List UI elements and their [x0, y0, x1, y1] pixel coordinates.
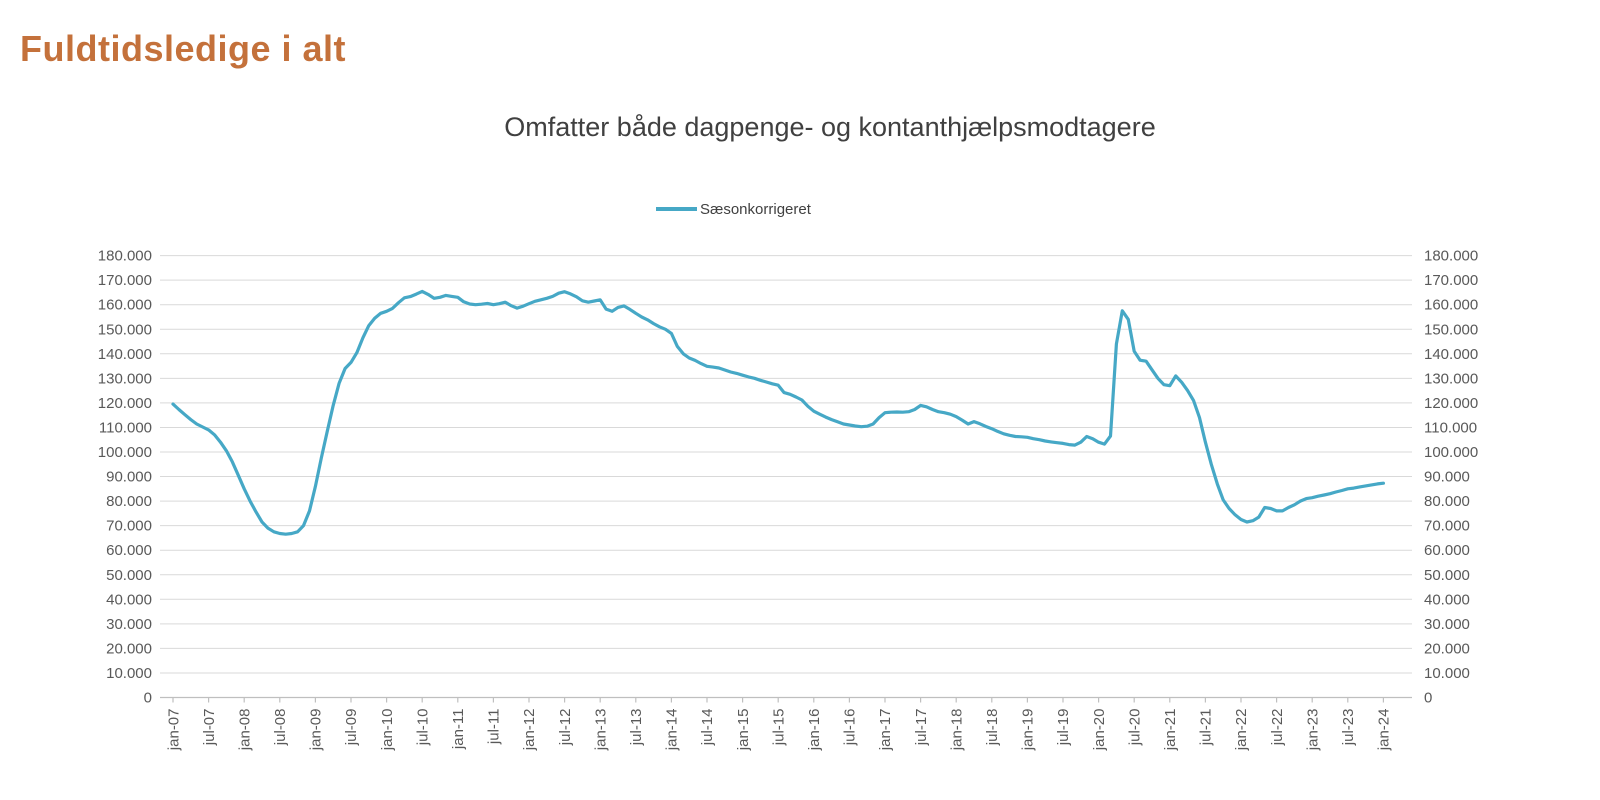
y-axis-tick-label-left: 30.000 [106, 616, 152, 633]
y-axis-tick-label-left: 0 [144, 690, 152, 707]
x-axis-tick-label: jul-16 [842, 709, 859, 747]
x-axis-tick-label: jul-23 [1340, 709, 1357, 747]
x-axis-tick-label: jan-08 [236, 709, 253, 752]
legend-line-swatch [656, 207, 697, 211]
y-axis-tick-label-left: 150.000 [98, 321, 152, 338]
y-axis-tick-label-right: 120.000 [1424, 395, 1478, 412]
x-axis-tick-label: jul-21 [1198, 709, 1215, 747]
x-axis-tick-label: jan-11 [450, 709, 467, 751]
y-axis-tick-label-left: 80.000 [106, 493, 152, 510]
y-axis-tick-label-left: 50.000 [106, 567, 152, 584]
x-axis-tick-label: jul-09 [343, 709, 360, 747]
y-axis-tick-label-left: 110.000 [99, 419, 152, 436]
y-axis-tick-label-left: 70.000 [106, 518, 152, 535]
series-line-saesonkorrigeret [171, 289, 1386, 536]
y-axis-tick-label-left: 180.000 [98, 248, 152, 265]
y-axis-tick-label-left: 40.000 [106, 591, 152, 608]
y-axis-tick-label-right: 100.000 [1424, 444, 1478, 461]
y-axis-tick-label-right: 160.000 [1424, 297, 1478, 314]
y-axis-tick-label-right: 30.000 [1424, 616, 1470, 633]
y-axis-tick-label-right: 80.000 [1424, 493, 1470, 510]
x-axis-tick-label: jul-11 [486, 709, 503, 746]
y-axis-tick-label-left: 120.000 [98, 395, 152, 412]
x-axis-tick-label: jan-20 [1091, 709, 1108, 752]
y-axis-tick-label-right: 130.000 [1424, 370, 1478, 387]
y-axis-tick-label-right: 20.000 [1424, 640, 1470, 657]
x-axis-tick-label: jul-22 [1269, 709, 1286, 747]
x-axis-tick-label: jan-14 [664, 709, 681, 752]
y-axis-tick-label-left: 140.000 [98, 346, 152, 363]
y-axis-tick-label-right: 110.000 [1424, 419, 1477, 436]
y-axis-tick-label-right: 10.000 [1424, 665, 1470, 682]
y-axis-tick-label-left: 10.000 [106, 665, 152, 682]
x-axis-tick-label: jan-10 [379, 709, 396, 752]
x-axis-tick-label: jul-19 [1055, 709, 1072, 747]
x-axis-tick-label: jan-24 [1376, 709, 1393, 752]
x-axis-tick-label: jan-18 [948, 709, 965, 752]
x-axis-tick-label: jul-10 [414, 709, 431, 747]
x-axis-tick-label: jan-23 [1304, 709, 1321, 752]
y-axis-tick-label-left: 20.000 [106, 640, 152, 657]
x-axis-tick-label: jan-16 [806, 709, 823, 752]
y-axis-tick-label-left: 170.000 [98, 272, 152, 289]
legend: Sæsonkorrigeret [656, 199, 811, 219]
y-axis-tick-label-right: 170.000 [1424, 272, 1478, 289]
y-axis-tick-label-right: 0 [1424, 690, 1432, 707]
x-axis-tick-label: jan-07 [165, 709, 182, 752]
x-axis-tick-label: jul-20 [1126, 709, 1143, 747]
x-axis-tick-label: jul-13 [628, 709, 645, 747]
y-axis-tick-label-right: 60.000 [1424, 542, 1470, 559]
y-axis-tick-label-left: 100.000 [98, 444, 152, 461]
y-axis-tick-label-right: 180.000 [1424, 248, 1478, 265]
y-axis-tick-label-left: 160.000 [98, 297, 152, 314]
x-axis-tick-label: jul-12 [557, 709, 574, 747]
x-axis-tick-label: jan-09 [308, 709, 325, 752]
y-axis-tick-label-right: 70.000 [1424, 518, 1470, 535]
x-axis-tick-label: jan-19 [1020, 709, 1037, 752]
y-axis-tick-label-right: 140.000 [1424, 346, 1478, 363]
y-axis-tick-label-right: 40.000 [1424, 591, 1470, 608]
y-axis-tick-label-left: 130.000 [98, 370, 152, 387]
y-axis-tick-label-left: 90.000 [106, 469, 152, 486]
x-axis-tick-label: jan-22 [1233, 709, 1250, 752]
x-axis-tick-label: jan-21 [1162, 709, 1179, 752]
x-axis-tick-label: jul-08 [272, 709, 289, 747]
y-axis-tick-label-right: 90.000 [1424, 469, 1470, 486]
x-axis-tick-label: jan-13 [592, 709, 609, 752]
page-title: Fuldtidsledige i alt [20, 28, 347, 69]
x-axis-tick-label: jul-15 [770, 709, 787, 747]
x-axis-tick-label: jul-18 [984, 709, 1001, 747]
x-axis-tick-label: jul-14 [699, 709, 716, 747]
x-axis-tick-label: jul-17 [913, 709, 930, 747]
y-axis-tick-label-right: 50.000 [1424, 567, 1470, 584]
y-axis-tick-label-left: 60.000 [106, 542, 152, 559]
x-axis-tick-label: jul-07 [201, 709, 218, 747]
chart-subtitle: Omfatter både dagpenge- og kontanthjælps… [504, 112, 1156, 142]
x-axis-tick-label: jan-12 [521, 709, 538, 752]
x-axis-tick-label: jan-15 [735, 709, 752, 752]
legend-label: Sæsonkorrigeret [700, 200, 811, 218]
x-axis-tick-label: jan-17 [877, 709, 894, 752]
y-axis-tick-label-right: 150.000 [1424, 321, 1478, 338]
